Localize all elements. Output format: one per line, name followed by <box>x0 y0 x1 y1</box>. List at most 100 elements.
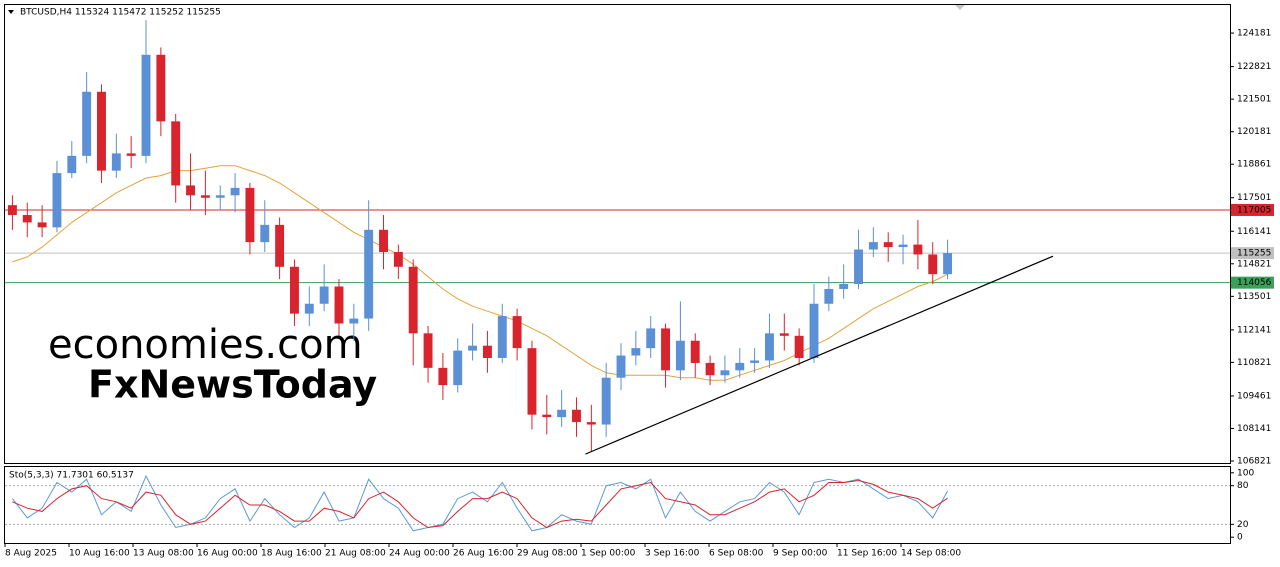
candle-body <box>408 266 418 334</box>
x-tick-label: 10 Aug 16:00 <box>69 549 130 559</box>
candle-body <box>7 205 17 216</box>
x-tick-label: 14 Sep 08:00 <box>901 549 961 559</box>
x-tick-label: 3 Sep 16:00 <box>645 549 700 559</box>
candle-body <box>913 244 923 255</box>
candle-body <box>200 195 210 198</box>
candle-body <box>661 328 670 371</box>
candle-body <box>809 303 819 358</box>
y-tick-label: 112141 <box>1237 325 1271 335</box>
candle-body <box>750 360 760 363</box>
candle-body <box>779 333 789 336</box>
candle-body <box>482 345 492 358</box>
y-tick-label: 118861 <box>1237 160 1271 170</box>
candle-body <box>765 333 774 361</box>
candle-body <box>512 316 522 349</box>
x-tick-label: 11 Sep 16:00 <box>837 549 897 559</box>
y-tick-label: 0 <box>1237 533 1243 543</box>
candle-body <box>794 335 804 358</box>
level-label: 117005 <box>1237 205 1271 215</box>
candle-body <box>260 224 270 243</box>
candle-body <box>854 249 863 285</box>
candle-body <box>898 244 908 248</box>
candle-body <box>839 284 849 289</box>
x-tick-label: 13 Aug 08:00 <box>133 549 194 559</box>
level-badge <box>1231 247 1274 260</box>
candle-body <box>542 414 552 418</box>
x-tick-label: 1 Sep 00:00 <box>581 549 636 559</box>
candle-body <box>601 377 611 425</box>
candle-body <box>883 242 893 248</box>
candle-body <box>824 288 834 304</box>
candle-body <box>438 367 448 386</box>
y-tick-label: 110821 <box>1237 358 1271 368</box>
y-tick-label: 124181 <box>1237 29 1271 39</box>
level-badge <box>1231 203 1274 216</box>
candle-body <box>245 187 255 243</box>
candle-body <box>290 266 299 314</box>
x-tick-label: 21 Aug 08:00 <box>325 549 386 559</box>
candle-body <box>156 54 166 122</box>
candle-body <box>215 195 225 198</box>
candle-body <box>468 345 478 351</box>
candle-body <box>527 348 537 415</box>
x-tick-label: 6 Sep 08:00 <box>709 549 764 559</box>
candle-body <box>497 316 507 358</box>
candle-body <box>675 340 685 371</box>
moving-average <box>12 165 948 381</box>
x-tick-label: 9 Sep 00:00 <box>773 549 828 559</box>
y-tick-label: 122821 <box>1237 62 1271 72</box>
candle-body <box>37 222 47 228</box>
y-tick-label: 106821 <box>1237 457 1271 467</box>
candle-body <box>171 121 181 186</box>
candle-body <box>52 173 62 228</box>
y-tick-label: 20 <box>1237 520 1249 530</box>
candle-body <box>111 153 121 171</box>
chart-title: BTCUSD,H4 115324 115472 115252 115255 <box>20 8 221 18</box>
candle-body <box>349 318 359 324</box>
candle-body <box>82 91 92 156</box>
level-label: 114056 <box>1237 278 1272 288</box>
candle-body <box>393 251 403 267</box>
x-tick-label: 29 Aug 08:00 <box>517 549 578 559</box>
candle-body <box>334 286 344 324</box>
candle-body <box>868 242 878 250</box>
candle-body <box>631 348 641 356</box>
candle-body <box>720 370 730 376</box>
x-tick-label: 18 Aug 16:00 <box>261 549 322 559</box>
candle-body <box>690 340 700 363</box>
level-label: 115255 <box>1237 249 1271 259</box>
menu-arrow <box>8 10 14 14</box>
candle-body <box>453 350 463 386</box>
y-tick-label: 121501 <box>1237 95 1271 105</box>
y-tick-label: 120181 <box>1237 127 1271 137</box>
candle-body <box>928 254 938 275</box>
y-tick-label: 100 <box>1237 468 1254 478</box>
candle-body <box>22 215 32 223</box>
y-tick-label: 114821 <box>1237 259 1271 269</box>
main-pane <box>4 4 1231 464</box>
candle-body <box>186 185 195 196</box>
candle-body <box>646 328 656 349</box>
candle-body <box>943 253 953 275</box>
y-tick-label: 116141 <box>1237 227 1271 237</box>
x-tick-label: 8 Aug 2025 <box>5 549 57 559</box>
candle-body <box>364 229 374 319</box>
candle-body <box>616 355 626 378</box>
candle-body <box>230 187 240 196</box>
shift-marker <box>955 5 965 10</box>
candle-body <box>67 155 77 174</box>
candle-body <box>141 54 151 156</box>
candle-body <box>379 229 388 252</box>
candle-body <box>97 91 106 171</box>
oscillator-title: Sto(5,3,3) 71.7301 60.5137 <box>9 471 134 481</box>
candle-body <box>423 333 433 368</box>
watermark: FxNewsToday <box>88 363 377 407</box>
y-tick-label: 108141 <box>1237 424 1271 434</box>
x-tick-label: 16 Aug 00:00 <box>197 549 258 559</box>
candle-body <box>557 409 567 418</box>
trendline <box>585 255 1054 455</box>
oscillator-line <box>12 479 948 529</box>
watermark: economies.com <box>48 322 363 368</box>
y-tick-label: 80 <box>1237 481 1249 491</box>
